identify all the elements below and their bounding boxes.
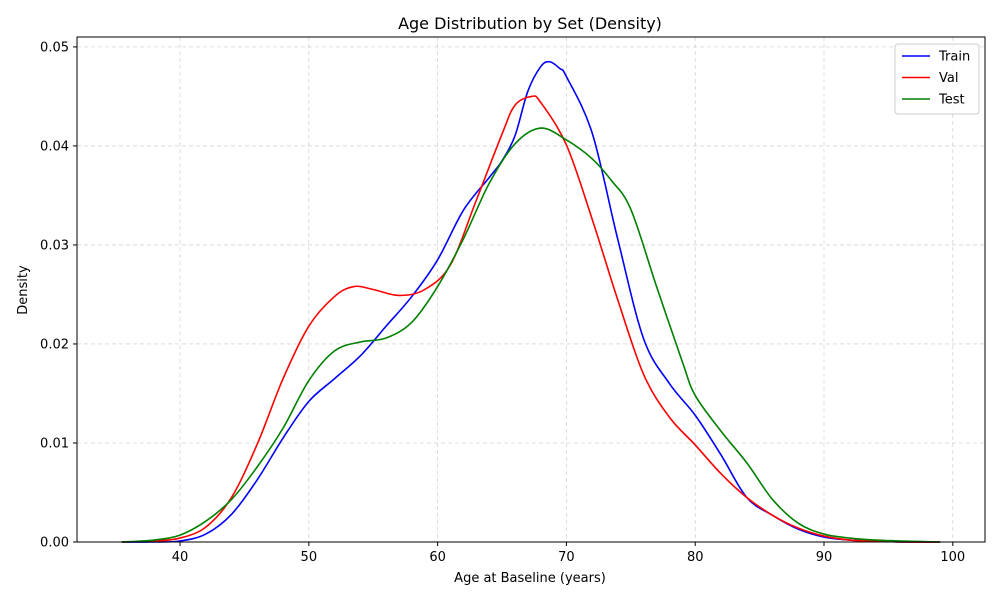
y-tick-label: 0.02 <box>40 337 69 352</box>
legend-label-val: Val <box>939 71 958 86</box>
x-tick-label: 100 <box>940 550 965 565</box>
x-axis-label: Age at Baseline (years) <box>454 571 606 586</box>
legend-items: Train Val Test <box>902 50 970 108</box>
y-tick-label: 0.05 <box>40 40 69 55</box>
x-tick-label: 60 <box>429 550 446 565</box>
chart-title: Age Distribution by Set (Density) <box>398 14 662 33</box>
series-line-train <box>121 60 941 543</box>
x-tick-label: 80 <box>687 550 704 565</box>
plot-area-frame <box>76 36 986 543</box>
y-axis-label: Density <box>16 265 31 315</box>
y-tick-label: 0.03 <box>40 238 69 253</box>
x-tick-label: 40 <box>172 550 189 565</box>
legend-label-train: Train <box>938 50 970 65</box>
series-lines <box>121 60 941 543</box>
y-tick-label: 0.00 <box>40 536 69 551</box>
grid-lines <box>77 37 985 543</box>
y-axis-ticks: 0.00 0.01 0.02 0.03 0.04 0.05 <box>40 40 77 551</box>
series-line-val <box>121 95 941 543</box>
y-tick-label: 0.04 <box>40 139 69 154</box>
legend: Train Val Test <box>894 43 980 115</box>
legend-label-test: Test <box>938 93 965 108</box>
y-tick-label: 0.01 <box>40 436 69 451</box>
legend-box <box>894 43 980 115</box>
x-tick-label: 50 <box>301 550 318 565</box>
x-tick-label: 70 <box>558 550 575 565</box>
series-line-test <box>121 127 941 543</box>
x-axis-ticks: 40 50 60 70 80 90 100 <box>172 542 965 565</box>
x-tick-label: 90 <box>816 550 833 565</box>
